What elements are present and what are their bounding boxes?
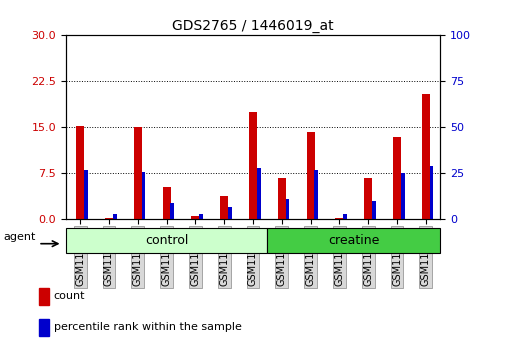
Bar [141,172,145,219]
Bar [257,168,260,219]
Bar [39,319,49,336]
Bar [277,178,285,219]
FancyBboxPatch shape [66,228,267,253]
Text: agent: agent [4,232,35,242]
Bar [335,218,343,219]
Bar [228,207,231,219]
Bar [220,196,228,219]
Title: GDS2765 / 1446019_at: GDS2765 / 1446019_at [172,19,333,33]
Bar [113,214,116,219]
Text: control: control [144,234,188,247]
Bar [191,216,199,219]
Text: creatine: creatine [327,234,379,247]
Bar [429,166,433,219]
Bar [248,112,257,219]
FancyBboxPatch shape [267,228,439,253]
Bar [105,218,113,219]
Bar [199,214,203,219]
Text: count: count [54,291,85,301]
Bar [314,170,318,219]
Bar [285,199,289,219]
Bar [400,173,404,219]
Bar [371,201,375,219]
Bar [76,126,84,219]
Bar [170,203,174,219]
Bar [342,214,346,219]
Bar [364,178,372,219]
Text: percentile rank within the sample: percentile rank within the sample [54,322,241,332]
Bar [392,137,400,219]
Bar [421,94,429,219]
Bar [84,170,88,219]
Bar [162,187,170,219]
Bar [133,127,141,219]
Bar [306,132,314,219]
Bar [39,288,49,305]
